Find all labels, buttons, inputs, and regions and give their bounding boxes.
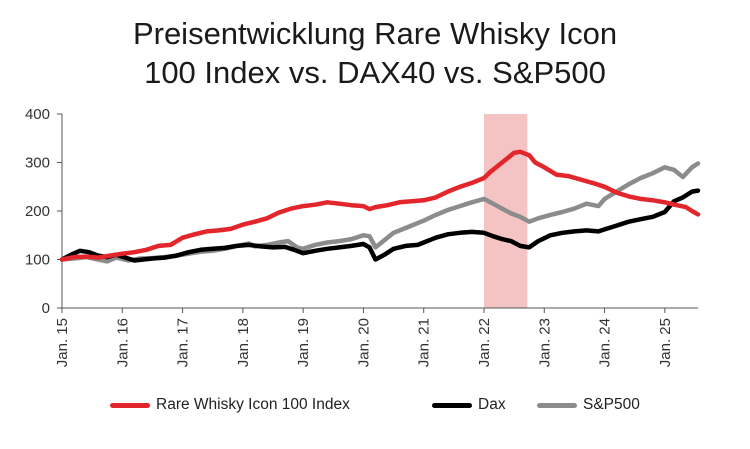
y-tick-label: 0 [42,300,50,317]
legend-label: Rare Whisky Icon 100 Index [156,396,350,413]
legend-swatch [432,402,472,408]
legend-item: S&P500 [537,396,640,414]
x-tick-label: Jan. 21 [416,318,433,367]
x-tick-label: Jan. 24 [597,318,614,367]
series-line-rare-whisky-icon-100-index [59,149,701,262]
legend-item: Dax [432,396,506,414]
legend-swatch [537,402,577,408]
x-tick-label: Jan. 23 [536,318,553,367]
y-tick-label: 100 [25,252,50,269]
chart-title-line-2: 100 Index vs. DAX40 vs. S&P500 [144,55,606,90]
axis-layer: 0 100 200 300 400 Jan. 15 Jan. 16 Jan. 17 Jan. 1… [25,106,698,367]
legend-swatch [110,402,150,408]
x-tick-label: Jan. 22 [476,318,493,367]
series-layer [59,149,701,264]
legend-label: S&P500 [583,396,640,413]
x-tick-label: Jan. 17 [175,318,192,367]
x-tick-label: Jan. 25 [657,318,674,367]
y-tick-label: 200 [25,203,50,220]
legend-label: Dax [478,396,506,413]
series-line-dax [59,188,701,263]
y-tick-label: 400 [25,106,50,123]
x-tick-label: Jan. 20 [355,318,372,367]
legend: Rare Whisky Icon 100 Index Dax S&P500 [0,396,750,416]
y-tick-label: 300 [25,155,50,172]
legend-item: Rare Whisky Icon 100 Index [110,396,350,414]
x-tick-label: Jan. 16 [114,318,131,367]
x-tick-label: Jan. 19 [295,318,312,367]
chart-title-line-1: Preisentwicklung Rare Whisky Icon [132,16,618,51]
x-tick-label: Jan. 18 [235,318,252,367]
x-tick-label: Jan. 15 [54,318,71,367]
